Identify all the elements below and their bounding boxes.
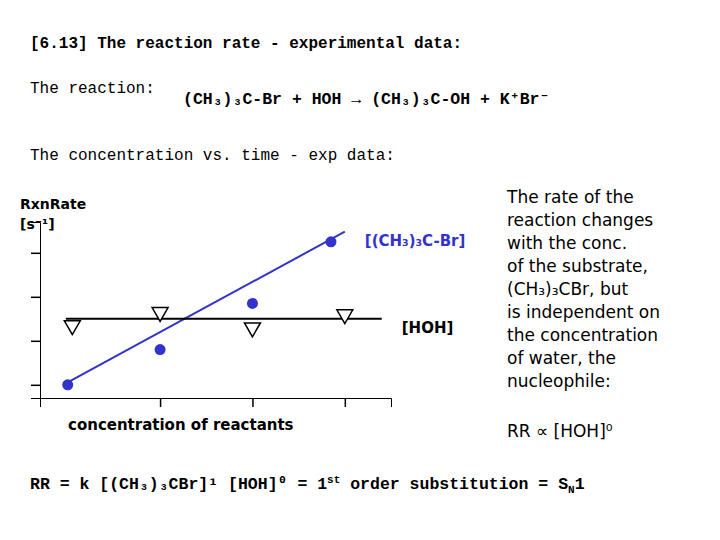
note-line: (CH₃)₃CBr, but [507, 279, 628, 299]
trend-line [66, 318, 382, 320]
tick [31, 385, 40, 386]
tick-mark [160, 398, 162, 407]
axis-line [31, 223, 41, 399]
tick [31, 341, 40, 342]
trend-line [63, 232, 345, 385]
tick [252, 398, 253, 407]
note-line: the concentration [507, 325, 658, 345]
note-line: The rate of the [506, 187, 634, 207]
data-point [337, 310, 353, 324]
tick-mark [252, 398, 254, 407]
tick [345, 398, 346, 407]
data-point [64, 321, 80, 335]
conclusion-part: N [568, 484, 575, 496]
conclusion-part: RR = k [(CH₃)₃CBr]¹ [HOH]⁰ = 1 [30, 475, 327, 494]
data-point [62, 379, 73, 390]
series-label: [(CH₃)₃C-Br] [365, 232, 466, 250]
tick-mark [31, 385, 40, 387]
data-point [247, 298, 258, 309]
note-line: of water, the [507, 348, 616, 368]
note-line: reaction changes [507, 210, 653, 230]
tick [31, 253, 40, 254]
conclusion-part: 1 [575, 475, 585, 494]
reaction-label: The reaction: [30, 80, 155, 98]
data-point [155, 344, 166, 355]
y-axis-title: [s⁻¹] [20, 216, 55, 232]
conclusion-part: st [327, 474, 340, 486]
data-point [325, 236, 336, 247]
tick-mark [345, 398, 347, 407]
conclusion: RR = k [(CH₃)₃CBr]¹ [HOH]⁰ = 1st order s… [30, 474, 585, 496]
y-axis [31, 223, 41, 399]
series-label: [HOH] [402, 319, 454, 337]
x-axis [41, 398, 392, 407]
axis-line [41, 399, 392, 408]
plot-marks [62, 232, 382, 391]
tick [160, 398, 161, 407]
note-line: of the substrate, [507, 256, 648, 276]
note-line: is independent on [507, 302, 660, 322]
x-axis-title: concentration of reactants [68, 416, 294, 434]
conclusion-part: order substitution = S [340, 475, 568, 494]
note-line: with the conc. [507, 233, 627, 253]
tick-mark [31, 297, 40, 299]
proportionality: RR ∝ [HOH]⁰ [507, 421, 613, 441]
tick-mark [31, 341, 40, 343]
data-point [152, 308, 168, 322]
slide: [6.13] The reaction rate - experimental … [0, 0, 720, 540]
data-point [244, 323, 260, 337]
reaction: (CH₃)₃C-Br + HOH → (CH₃)₃C-OH + K⁺Br⁻ [183, 90, 549, 109]
note-line: nucleophile: [507, 371, 611, 391]
tick [31, 297, 40, 298]
y-axis-title: RxnRate [20, 196, 86, 212]
subtitle: The concentration vs. time - exp data: [30, 147, 395, 165]
tick-mark [31, 253, 40, 255]
slide-title: [6.13] The reaction rate - experimental … [30, 35, 462, 53]
